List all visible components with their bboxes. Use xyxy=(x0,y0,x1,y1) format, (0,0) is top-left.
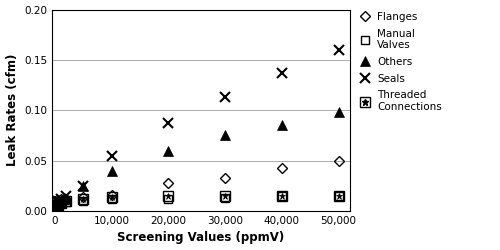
Others xyxy=(222,134,228,137)
Others xyxy=(80,184,86,187)
Flanges xyxy=(55,198,61,202)
Manual
Valves xyxy=(336,194,342,198)
Seals xyxy=(58,198,64,200)
Manual
Valves xyxy=(64,200,70,203)
Seals xyxy=(80,184,86,187)
Seals xyxy=(55,200,61,202)
Line: Others: Others xyxy=(50,108,344,214)
Manual
Valves xyxy=(222,196,228,200)
Flanges xyxy=(166,181,172,184)
Seals xyxy=(279,72,285,74)
Seals xyxy=(64,194,70,198)
Y-axis label: Leak Rates (cfm): Leak Rates (cfm) xyxy=(6,54,18,166)
Flanges xyxy=(80,196,86,198)
Flanges xyxy=(52,200,58,202)
Flanges xyxy=(222,176,228,179)
Others xyxy=(55,204,61,208)
Others xyxy=(336,111,342,114)
Others xyxy=(52,208,58,210)
Flanges xyxy=(279,166,285,169)
Seals xyxy=(222,96,228,99)
Flanges xyxy=(64,198,70,200)
Line: Flanges: Flanges xyxy=(51,157,343,205)
X-axis label: Screening Values (ppmV): Screening Values (ppmV) xyxy=(118,232,284,244)
Seals xyxy=(166,122,172,125)
Others xyxy=(166,149,172,152)
Others xyxy=(64,198,70,200)
Others xyxy=(108,169,114,172)
Manual
Valves xyxy=(108,198,114,200)
Manual
Valves xyxy=(55,202,61,205)
Flanges xyxy=(58,198,64,200)
Seals xyxy=(108,154,114,157)
Seals xyxy=(336,48,342,51)
Seals xyxy=(52,202,58,204)
Legend: Flanges, Manual
Valves, Others, Seals, Threaded
Connections: Flanges, Manual Valves, Others, Seals, T… xyxy=(358,11,442,113)
Manual
Valves xyxy=(166,198,172,200)
Flanges xyxy=(108,194,114,196)
Manual
Valves xyxy=(80,200,86,202)
Others xyxy=(279,124,285,127)
Others xyxy=(58,202,64,204)
Manual
Valves xyxy=(52,204,58,208)
Manual
Valves xyxy=(279,194,285,198)
Line: Seals: Seals xyxy=(50,45,344,208)
Line: Manual
Valves: Manual Valves xyxy=(51,192,343,210)
Flanges xyxy=(336,159,342,162)
Manual
Valves xyxy=(58,202,64,204)
